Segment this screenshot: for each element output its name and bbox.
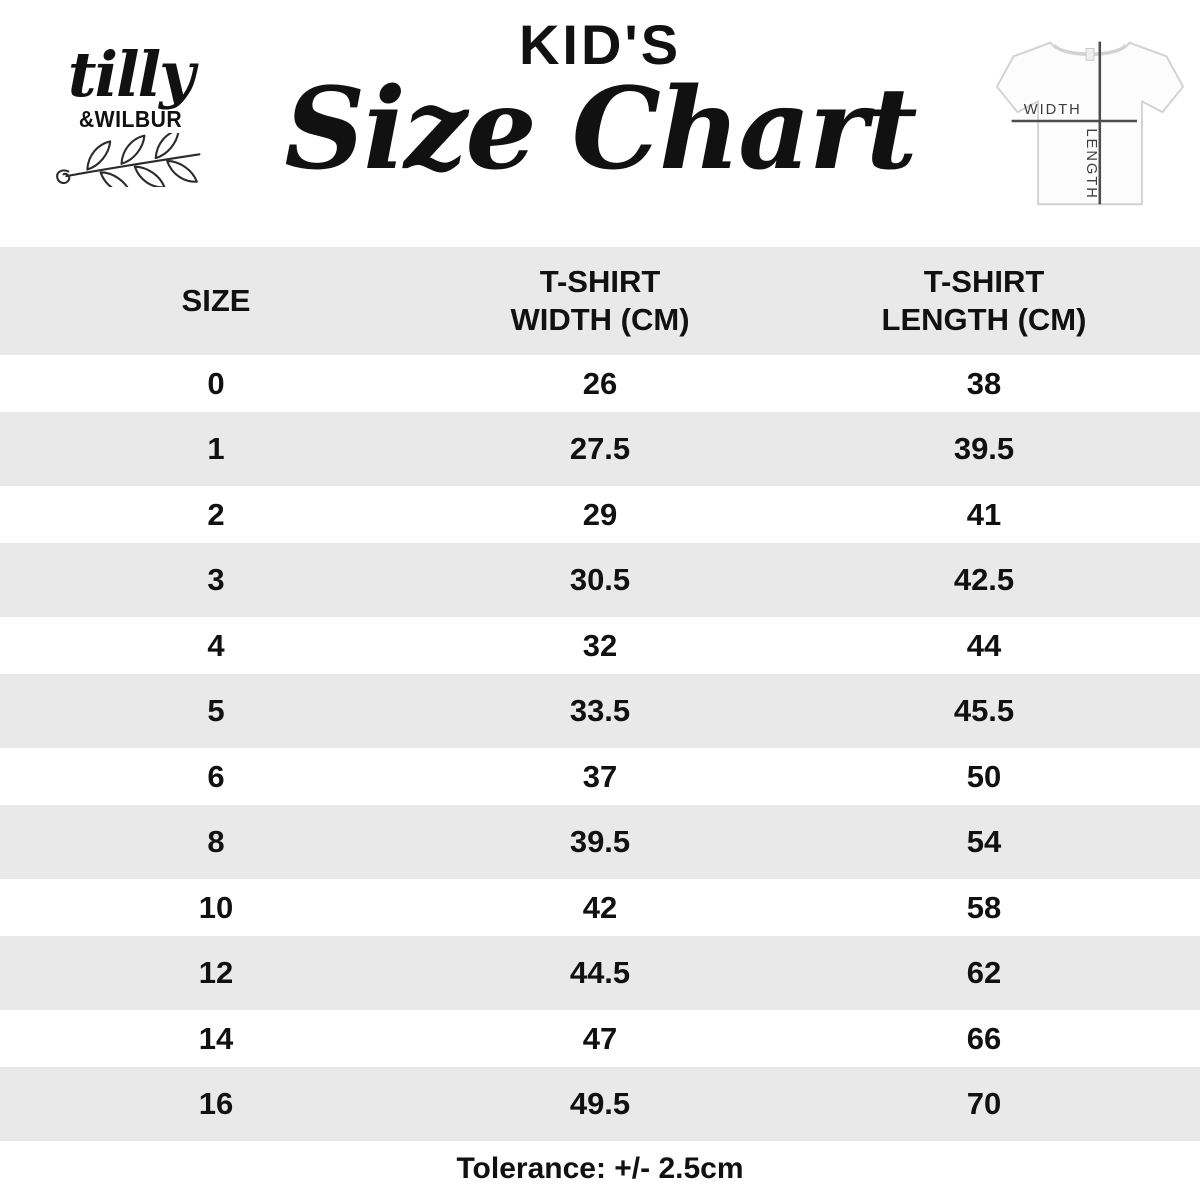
cell-length: 45.5	[953, 693, 1015, 728]
tolerance-note: Tolerance: +/- 2.5cm	[456, 1152, 744, 1185]
cell-width: 32	[582, 627, 618, 663]
page-title-kids: KID'S	[518, 13, 682, 76]
cell-width: 33.5	[569, 693, 631, 728]
size-table: SIZE T-SHIRT WIDTH (CM) T-SHIRT LENGTH (…	[0, 247, 1200, 1141]
table-header-row: SIZE T-SHIRT WIDTH (CM) T-SHIRT LENGTH (…	[0, 247, 1200, 355]
brand-name-caps: &WILBUR	[78, 105, 183, 132]
cell-size: 0	[207, 365, 225, 401]
cell-size: 4	[207, 627, 225, 663]
table-row: 0 26 38	[0, 355, 1200, 412]
cell-size: 16	[198, 1086, 234, 1121]
table-body: 0 26 38 1 27.5 39.5 2 29 41 3 30.5 42.5 4 32 44 5 33.5 45…	[0, 355, 1200, 1141]
length-axis-label: LENGTH	[1083, 128, 1099, 199]
cell-width: 49.5	[569, 1086, 631, 1121]
cell-size: 5	[207, 693, 225, 728]
cell-width: 47	[582, 1020, 618, 1056]
table-row: 5 33.5 45.5	[0, 674, 1200, 748]
tshirt-measurement-diagram: WIDTH LENGTH	[992, 24, 1188, 216]
table-row: 2 29 41	[0, 486, 1200, 543]
cell-width: 37	[582, 758, 618, 794]
cell-length: 58	[966, 889, 1002, 925]
cell-width: 42	[582, 889, 618, 925]
page-title-size-chart: Size Chart	[284, 64, 917, 195]
cell-size: 2	[207, 496, 225, 532]
width-axis-label: WIDTH	[1024, 102, 1082, 118]
cell-length: 50	[966, 758, 1002, 794]
cell-length: 66	[966, 1020, 1002, 1056]
cell-width: 29	[582, 496, 618, 532]
table-row: 8 39.5 54	[0, 805, 1200, 879]
brand-logo: tilly &WILBUR	[48, 38, 213, 195]
column-header-width: T-SHIRT WIDTH (CM)	[510, 264, 690, 337]
table-row: 1 27.5 39.5	[0, 412, 1200, 486]
table-row: 3 30.5 42.5	[0, 543, 1200, 617]
laurel-branch-icon	[48, 128, 213, 195]
cell-length: 39.5	[953, 431, 1015, 466]
cell-size: 10	[198, 889, 234, 925]
cell-length: 70	[966, 1086, 1002, 1121]
table-row: 10 42 58	[0, 879, 1200, 936]
brand-name-script: tilly	[67, 38, 195, 111]
column-header-length: T-SHIRT LENGTH (CM)	[881, 264, 1087, 337]
cell-size: 12	[198, 955, 234, 990]
column-header-size: SIZE	[181, 283, 251, 319]
cell-size: 6	[207, 758, 225, 794]
table-row: 16 49.5 70	[0, 1067, 1200, 1141]
cell-length: 42.5	[953, 562, 1015, 597]
cell-width: 39.5	[569, 824, 631, 859]
tshirt-icon	[995, 41, 1185, 206]
table-row: 4 32 44	[0, 617, 1200, 674]
cell-width: 26	[582, 365, 618, 401]
table-row: 6 37 50	[0, 748, 1200, 805]
cell-size: 3	[207, 562, 225, 597]
table-row: 14 47 66	[0, 1010, 1200, 1067]
cell-length: 62	[966, 955, 1002, 990]
table-row: 12 44.5 62	[0, 936, 1200, 1010]
cell-width: 30.5	[569, 562, 631, 597]
cell-length: 38	[966, 365, 1002, 401]
cell-width: 44.5	[569, 955, 631, 990]
cell-size: 8	[207, 824, 225, 859]
cell-size: 14	[198, 1020, 234, 1056]
cell-length: 54	[966, 824, 1002, 859]
cell-length: 41	[966, 496, 1002, 532]
cell-length: 44	[966, 627, 1002, 663]
cell-size: 1	[207, 431, 225, 466]
cell-width: 27.5	[569, 431, 631, 466]
